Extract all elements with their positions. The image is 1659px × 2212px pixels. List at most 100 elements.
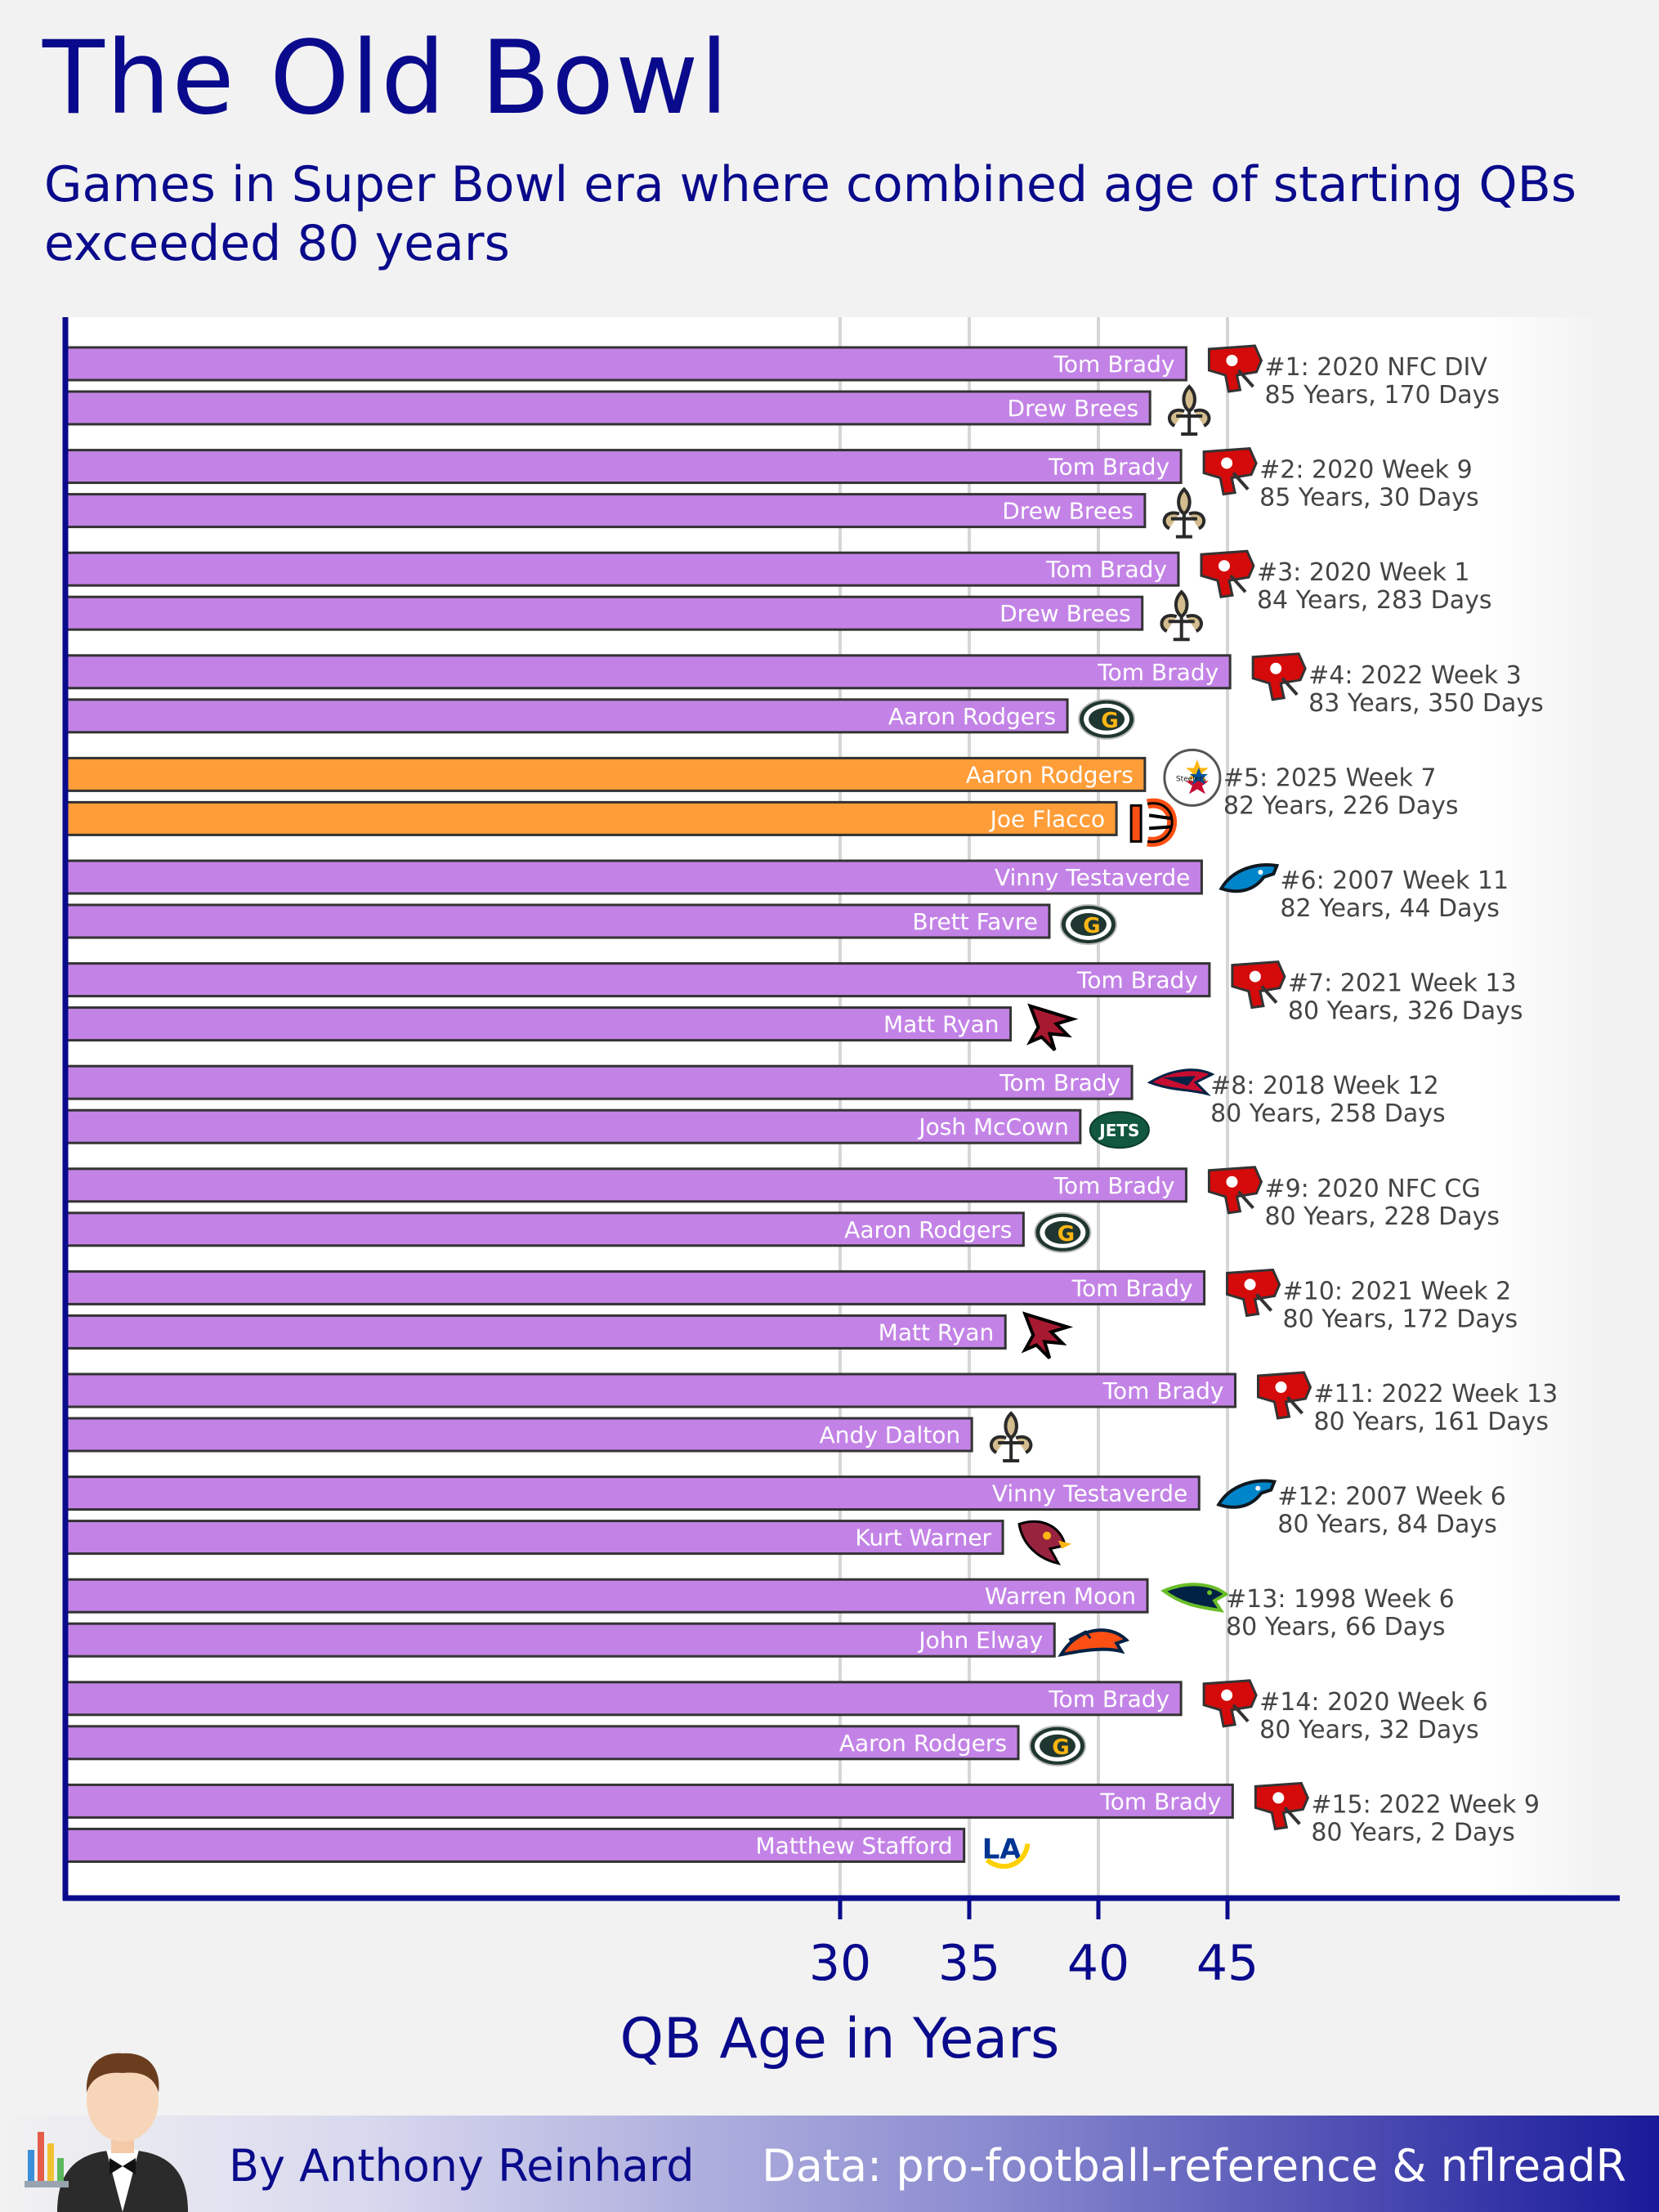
combined-age-label: 80 Years, 32 Days	[1259, 1716, 1479, 1744]
qb-name-label: Tom Brady	[1045, 556, 1167, 583]
qb-bar	[64, 1725, 1020, 1761]
game-rank-label: #11: 2022 Week 13	[1313, 1380, 1558, 1408]
game-rank-label: #12: 2007 Week 6	[1277, 1483, 1506, 1511]
game-rank-label: #9: 2020 NFC CG	[1264, 1175, 1480, 1203]
broncos-logo	[1058, 1628, 1129, 1658]
game-rank-label: #14: 2020 Week 6	[1259, 1688, 1488, 1717]
qb-bar	[64, 1108, 1082, 1144]
x-tick-label: 30	[809, 1935, 871, 1992]
svg-text:G: G	[1083, 914, 1100, 938]
cardinals-logo	[1017, 1520, 1072, 1565]
qb-name-label: Matt Ryan	[883, 1011, 999, 1038]
combined-age-label: 83 Years, 350 Days	[1308, 689, 1544, 718]
qb-bar	[64, 1578, 1149, 1614]
qb-bar	[64, 493, 1147, 529]
qb-bar	[64, 346, 1187, 382]
qb-name-label: Drew Brees	[999, 600, 1131, 627]
qb-bar	[64, 800, 1118, 836]
qb-name-label: Tom Brady	[1048, 454, 1169, 481]
qb-name-label: Tom Brady	[1071, 1274, 1193, 1301]
game-rank-label: #3: 2020 Week 1	[1257, 558, 1470, 587]
game-rank-label: #13: 1998 Week 6	[1226, 1585, 1455, 1614]
qb-name-label: Tom Brady	[1053, 351, 1175, 378]
qb-bar	[64, 1417, 973, 1453]
jets-logo: JETS	[1089, 1111, 1150, 1149]
bengals-logo	[1129, 798, 1178, 847]
buccaneers-logo	[1202, 447, 1258, 496]
qb-name-label: Andy Dalton	[820, 1422, 961, 1449]
qb-bar	[64, 756, 1147, 792]
svg-text:Steelers: Steelers	[1176, 775, 1206, 783]
qb-name-label: Vinny Testaverde	[995, 864, 1190, 891]
chart-subtitle: Games in Super Bowl era where combined a…	[44, 156, 1577, 272]
qb-bar	[64, 698, 1069, 734]
qb-name-label: Drew Brees	[1002, 498, 1134, 525]
qb-bar	[64, 1681, 1183, 1717]
qb-name-label: Tom Brady	[1076, 967, 1198, 994]
x-tick-label: 35	[938, 1935, 1000, 1992]
qb-bar	[64, 1269, 1206, 1305]
qb-name-label: Joe Flacco	[989, 805, 1105, 832]
patriots-logo	[1147, 1068, 1215, 1096]
qb-name-label: Tom Brady	[1053, 1172, 1175, 1199]
falcons-logo	[1021, 1311, 1074, 1359]
qb-bar	[64, 1314, 1007, 1350]
chart-title: The Old Bowl	[42, 20, 731, 137]
buccaneers-logo	[1207, 1166, 1263, 1215]
buccaneers-logo	[1200, 549, 1255, 598]
panthers-logo	[1219, 863, 1280, 893]
combined-age-label: 85 Years, 30 Days	[1259, 484, 1479, 513]
qb-bar	[64, 595, 1144, 631]
buccaneers-logo	[1231, 960, 1286, 1010]
qb-name-label: Tom Brady	[1099, 1788, 1221, 1815]
qb-name-label: Brett Favre	[912, 908, 1038, 935]
rams-logo: LA	[982, 1833, 1031, 1869]
combined-age-label: 85 Years, 170 Days	[1264, 381, 1500, 410]
qb-bar	[64, 859, 1203, 895]
saints-logo	[1167, 384, 1211, 436]
x-axis-label: QB Age in Years	[619, 2007, 1060, 2071]
game-rank-label: #15: 2022 Week 9	[1311, 1790, 1540, 1819]
combined-age-label: 82 Years, 44 Days	[1280, 894, 1500, 923]
qb-bar	[64, 390, 1151, 426]
qb-bar	[64, 1211, 1025, 1247]
qb-bar	[64, 551, 1180, 587]
qb-bar	[64, 1064, 1134, 1100]
qb-bar	[64, 1520, 1004, 1556]
x-tick-label: 40	[1067, 1935, 1129, 1992]
qb-bar	[64, 654, 1232, 690]
saints-logo	[989, 1411, 1033, 1462]
buccaneers-logo	[1251, 652, 1307, 701]
qb-name-label: Drew Brees	[1008, 395, 1139, 422]
game-rank-label: #8: 2018 Week 12	[1210, 1072, 1439, 1100]
combined-age-label: 82 Years, 226 Days	[1223, 791, 1459, 820]
buccaneers-logo	[1207, 344, 1263, 393]
qb-name-label: Kurt Warner	[855, 1525, 991, 1552]
game-rank-label: #5: 2025 Week 7	[1223, 763, 1437, 792]
qb-name-label: Aaron Rodgers	[844, 1216, 1012, 1243]
game-rank-label: #2: 2020 Week 9	[1259, 456, 1473, 485]
packers-logo: G	[1078, 698, 1136, 740]
qb-bar	[64, 1167, 1187, 1203]
qb-bar	[64, 962, 1211, 998]
qb-name-label: Warren Moon	[985, 1583, 1136, 1610]
combined-age-label: 80 Years, 172 Days	[1283, 1305, 1518, 1333]
buccaneers-logo	[1254, 1781, 1309, 1831]
game-rank-label: #10: 2021 Week 2	[1283, 1277, 1512, 1305]
game-rank-label: #4: 2022 Week 3	[1308, 661, 1522, 690]
svg-text:JETS: JETS	[1098, 1121, 1139, 1140]
qb-bar	[64, 1622, 1056, 1658]
steelers-logo: Steelers	[1163, 748, 1222, 807]
qb-name-label: Matt Ryan	[879, 1319, 995, 1346]
buccaneers-logo	[1226, 1268, 1281, 1318]
combined-age-label: 80 Years, 2 Days	[1311, 1818, 1514, 1847]
qb-name-label: Aaron Rodgers	[888, 703, 1056, 730]
footer-band	[0, 2116, 1659, 2212]
saints-logo	[1160, 589, 1203, 642]
buccaneers-logo	[1202, 1679, 1258, 1728]
qb-name-label: Tom Brady	[1102, 1377, 1224, 1404]
qb-name-label: Aaron Rodgers	[966, 761, 1134, 788]
qb-bar	[64, 1783, 1234, 1819]
combined-age-label: 80 Years, 258 Days	[1210, 1099, 1446, 1128]
qb-bar	[64, 1372, 1236, 1408]
